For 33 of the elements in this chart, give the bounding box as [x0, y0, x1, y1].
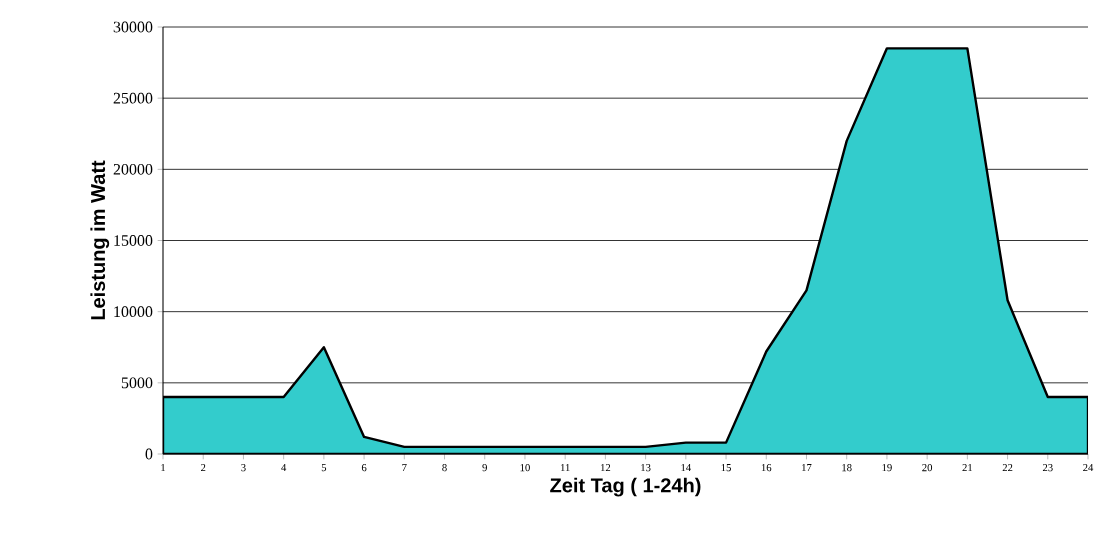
- x-tick-label: 17: [802, 464, 812, 472]
- x-tick-label: 24: [1083, 464, 1094, 472]
- x-tick-label: 23: [1042, 464, 1053, 472]
- x-tick-label: 13: [641, 464, 651, 472]
- x-tick-label: 16: [761, 464, 772, 472]
- x-tick-label: 12: [601, 464, 611, 472]
- x-tick-label: 22: [1002, 464, 1013, 472]
- y-tick-label: 0: [145, 448, 153, 460]
- y-tick-label: 5000: [121, 377, 153, 389]
- x-tick-label: 14: [681, 464, 691, 472]
- x-tick-label: 1: [161, 464, 166, 472]
- x-tick-label: 5: [321, 464, 327, 472]
- x-tick-label: 21: [962, 464, 973, 472]
- x-tick-label: 18: [842, 464, 852, 472]
- y-tick-label: 25000: [113, 92, 153, 104]
- x-tick-label: 10: [520, 464, 530, 472]
- y-tick-label: 30000: [113, 21, 153, 33]
- x-tick-label: 8: [442, 464, 447, 472]
- x-axis-title: Zeit Tag ( 1-24h): [550, 477, 701, 497]
- x-tick-label: 3: [241, 464, 246, 472]
- x-tick-label: 20: [922, 464, 933, 472]
- y-axis-title: Leistung im Watt: [90, 160, 110, 320]
- y-tick-label: 20000: [113, 163, 153, 175]
- x-tick-label: 4: [281, 464, 287, 472]
- x-tick-label: 15: [721, 464, 731, 472]
- x-tick-label: 19: [882, 464, 892, 472]
- x-tick-label: 7: [402, 464, 407, 472]
- x-tick-label: 9: [482, 464, 487, 472]
- x-tick-label: 6: [361, 464, 367, 472]
- x-tick-label: 2: [201, 464, 206, 472]
- y-tick-label: 10000: [114, 306, 153, 318]
- x-tick-label: 11: [560, 464, 570, 472]
- y-tick-label: 15000: [114, 235, 153, 246]
